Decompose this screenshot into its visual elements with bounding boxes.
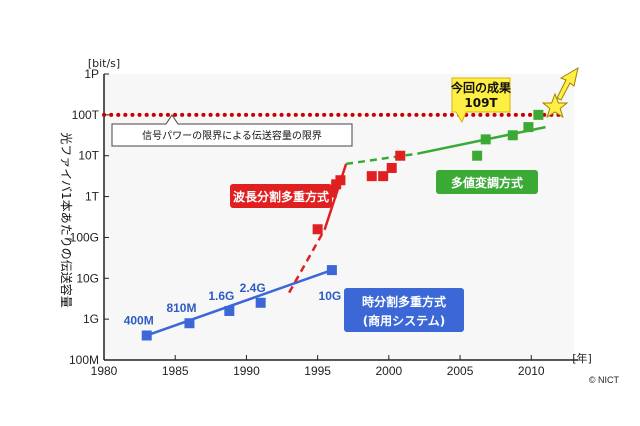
data-point (326, 265, 337, 276)
axes: 100M 1G 10G 100G 1T 10T 100T 1P 1980 1985 1990 1995… (69, 67, 578, 378)
x-tick-label: 2010 (518, 364, 545, 378)
x-tick-label: 1985 (162, 364, 189, 378)
x-tick-label: 2005 (447, 364, 474, 378)
multilevel-label: 多値変調方式 (451, 175, 523, 190)
limit-label: 信号パワーの限界による伝送容量の限界 (142, 129, 322, 142)
x-tick-label: 1990 (233, 364, 260, 378)
y-tick-label: 10G (76, 271, 99, 285)
multilevel-label-box: 多値変調方式 (436, 170, 538, 194)
point-label: 400M (124, 313, 154, 327)
point-label: 2.4G (240, 281, 266, 295)
data-point (533, 109, 544, 120)
data-point (335, 175, 346, 186)
result-callout: 今回の成果 109T (450, 77, 511, 124)
data-point (224, 305, 235, 316)
data-point (255, 297, 266, 308)
callout-line2: 109T (464, 96, 498, 110)
copyright-credit: © NICT (589, 375, 620, 385)
tdm-sublabel: (商用システム) (363, 313, 446, 328)
y-tick-label: 100T (72, 108, 100, 122)
x-unit-label: [年] (572, 351, 592, 365)
x-tick-label: 1980 (91, 364, 118, 378)
y-unit-label: [bit/s] (88, 57, 120, 70)
data-points: 400M 810M 1.6G 2.4G 10G (124, 109, 544, 341)
data-point (312, 224, 323, 235)
callout-line1: 今回の成果 (450, 80, 511, 95)
y-tick-label: 100G (70, 230, 99, 244)
x-tick-label: 1995 (304, 364, 331, 378)
data-point (507, 130, 518, 141)
y-axis-label: 光ファイバ1本あたりの伝送容量 (59, 132, 74, 307)
x-tick-label: 2000 (375, 364, 402, 378)
data-point (378, 171, 389, 182)
plot-area (104, 74, 574, 360)
y-tick-label: 10T (78, 149, 99, 163)
y-tick-label: 1P (84, 67, 99, 81)
point-label: 1.6G (208, 289, 234, 303)
data-point (184, 318, 195, 329)
y-tick-label: 1T (85, 190, 100, 204)
wdm-label: 波長分割多重方式 (233, 189, 329, 204)
limit-callout-box (111, 114, 353, 147)
tdm-label-box: 時分割多重方式 (商用システム) (344, 288, 464, 332)
data-point (141, 330, 152, 341)
y-tick-label: 1G (83, 312, 99, 326)
point-label: 10G (319, 289, 342, 303)
data-point (480, 134, 491, 145)
point-label: 810M (166, 301, 196, 315)
data-point (523, 122, 534, 133)
tdm-trend-line (146, 268, 333, 337)
wdm-trend-dashed (288, 228, 326, 294)
capacity-limit: 信号パワーの限界による伝送容量の限界 (102, 112, 562, 147)
data-point (386, 162, 397, 173)
tdm-label: 時分割多重方式 (362, 294, 446, 309)
data-point (366, 171, 377, 182)
data-point (472, 150, 483, 161)
wdm-label-box: 波長分割多重方式 (230, 184, 332, 208)
y-tick-label: 100M (69, 353, 99, 367)
record-star (541, 92, 569, 119)
future-arrow (556, 66, 579, 101)
data-point (395, 150, 406, 161)
